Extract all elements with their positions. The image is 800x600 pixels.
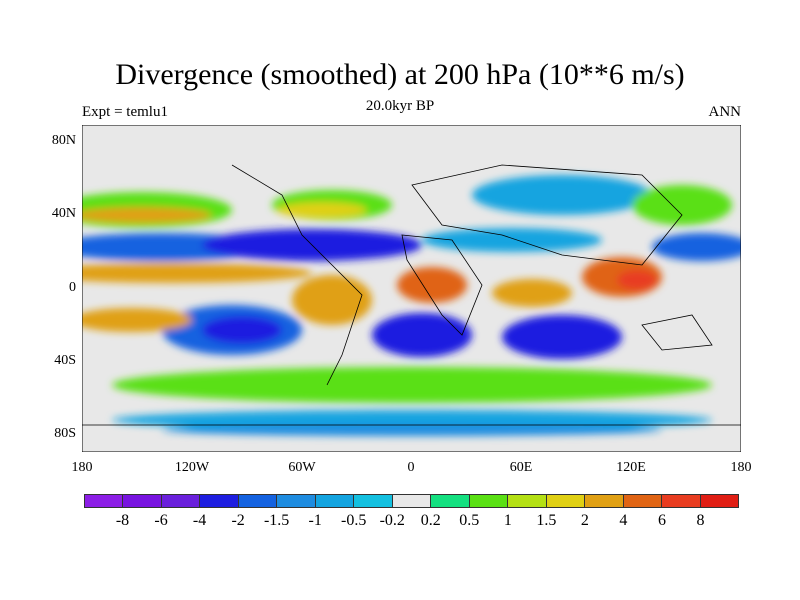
colorbar-swatch	[546, 495, 586, 507]
colorbar-label: 8	[696, 512, 705, 529]
colorbar-swatch	[354, 495, 393, 507]
lat-label: 40N	[51, 206, 76, 221]
colorbar-swatch	[123, 495, 162, 507]
lon-label: 120E	[616, 460, 646, 475]
colorbar-swatch	[662, 495, 701, 507]
time-label: 20.0kyr BP	[365, 98, 435, 114]
season-label: ANN	[708, 104, 742, 120]
colorbar-swatch	[200, 495, 239, 507]
colorbar-swatch	[277, 495, 316, 507]
lon-label: 180	[730, 460, 752, 475]
colorbar-label: -1	[308, 512, 322, 529]
colorbar-label: 1.5	[536, 512, 557, 529]
colorbar-swatch	[315, 495, 355, 507]
map-plot	[82, 125, 741, 452]
lat-label: 0	[69, 280, 76, 295]
colorbar-label: -0.2	[379, 512, 405, 529]
colorbar-label: -8	[115, 512, 130, 529]
lon-label: 0	[407, 460, 415, 475]
colorbar-label: -6	[154, 512, 168, 529]
colorbar-swatch	[161, 495, 201, 507]
lon-label: 120W	[174, 460, 210, 475]
colorbar-swatch	[508, 495, 547, 507]
colorbar-label: 1	[503, 512, 512, 529]
colorbar-label: 6	[657, 512, 666, 529]
colorbar-swatch	[700, 495, 738, 507]
colorbar-label: -2	[231, 512, 245, 529]
colorbar-label: 4	[619, 512, 628, 529]
colorbar-swatch	[392, 495, 432, 507]
colorbar-swatch	[238, 495, 278, 507]
colorbar-swatch	[85, 495, 124, 507]
colorbar	[84, 494, 739, 508]
lon-label: 60E	[509, 460, 533, 475]
colorbar-label: 2	[580, 512, 589, 529]
experiment-label: Expt = temlu1	[82, 104, 168, 120]
colorbar-label: 0.2	[420, 512, 441, 529]
colorbar-label: 0.5	[459, 512, 480, 529]
coastlines	[82, 164, 741, 426]
colorbar-swatch	[469, 495, 509, 507]
colorbar-swatch	[431, 495, 470, 507]
plot-title: Divergence (smoothed) at 200 hPa (10**6 …	[115, 58, 685, 91]
lat-label: 80N	[51, 133, 76, 148]
colorbar-swatch	[623, 495, 663, 507]
colorbar-label: -1.5	[263, 512, 290, 529]
colorbar-swatch	[585, 495, 624, 507]
contour-fill	[82, 175, 741, 436]
lat-label: 40S	[54, 353, 76, 368]
lon-label: 60W	[288, 460, 316, 475]
lat-label: 80S	[54, 426, 76, 441]
colorbar-label: -4	[192, 512, 207, 529]
lon-label: 180	[71, 460, 93, 475]
colorbar-label: -0.5	[341, 512, 367, 529]
